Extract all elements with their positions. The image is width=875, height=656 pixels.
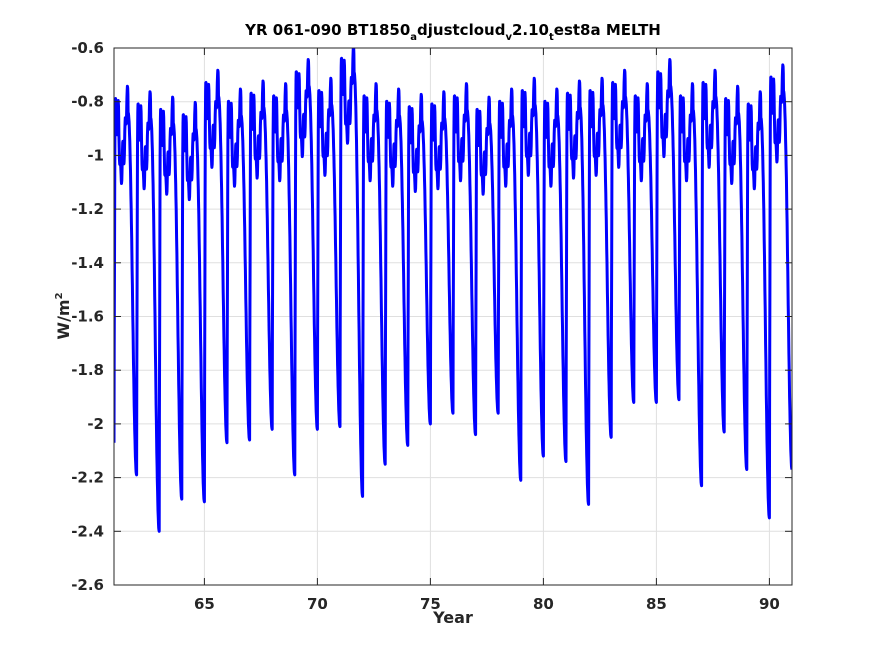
y-tick-label: -0.6: [71, 39, 104, 57]
x-tick-labels: 65 70 75 80 85 90: [194, 595, 780, 613]
x-axis-label: Year: [432, 608, 473, 627]
x-tick-label: 70: [307, 595, 328, 613]
y-tick-label: -1: [87, 146, 104, 164]
y-axis-label: W/m2: [54, 292, 73, 339]
x-tick-label: 90: [759, 595, 780, 613]
y-tick-label: -2.4: [71, 522, 104, 540]
y-tick-label: -2.6: [71, 576, 104, 594]
y-tick-label: -1.8: [71, 361, 104, 379]
ticks: [114, 47, 792, 586]
title-part: YR 061-090 BT1850: [244, 21, 410, 39]
series-layer: [114, 48, 792, 533]
title-part: v: [505, 32, 512, 43]
title-part: t: [549, 32, 554, 43]
title-part: 2.10: [512, 21, 549, 39]
y-tick-labels: -2.6 -2.4 -2.2 -2 -1.8 -1.6 -1.4 -1.2 -1 -0.8 -0.6: [71, 39, 104, 594]
title-part: djustcloud: [417, 21, 505, 39]
y-axis-label-base: W/m: [54, 299, 73, 339]
y-axis-label-sup: 2: [54, 292, 65, 299]
x-tick-label: 75: [420, 595, 441, 613]
x-tick-label: 85: [646, 595, 667, 613]
title-part: a: [410, 32, 417, 43]
y-tick-label: -1.2: [71, 200, 104, 218]
title-part: est8a MELTH: [554, 21, 661, 39]
y-tick-label: -1.6: [71, 308, 104, 326]
y-tick-label: -0.8: [71, 93, 104, 111]
series-line: [114, 48, 792, 533]
x-tick-label: 65: [194, 595, 215, 613]
chart-title: YR 061-090 BT1850adjustcloudv2.10test8a …: [244, 21, 661, 43]
y-tick-label: -1.4: [71, 254, 104, 272]
y-tick-label: -2: [87, 415, 104, 433]
x-tick-label: 80: [533, 595, 554, 613]
y-tick-label: -2.2: [71, 469, 104, 487]
